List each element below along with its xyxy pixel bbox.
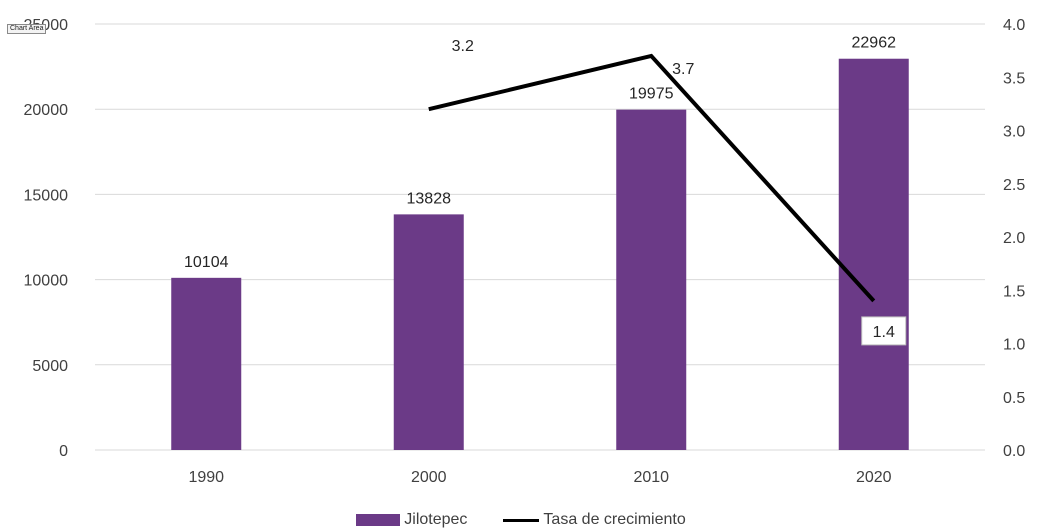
bar-data-label: 10104 — [184, 254, 229, 271]
bar — [838, 58, 909, 451]
bar — [616, 109, 687, 450]
bar-data-labels: 10104 13828 19975 22962 — [184, 35, 896, 271]
left-y-axis: 0500010000150002000025000 — [24, 17, 69, 460]
line-data-labels: 3.2 3.7 1.4 — [452, 38, 907, 346]
legend-label-jilotepec: Jilotepec — [404, 511, 468, 528]
bar-series — [171, 58, 909, 451]
left-axis-tick-label: 15000 — [24, 187, 69, 204]
chart-legend: Jilotepec Tasa de crecimiento — [0, 509, 1042, 531]
line-data-label: 1.4 — [873, 324, 895, 341]
legend-item-jilotepec: Jilotepec — [356, 511, 467, 529]
bar-data-label: 22962 — [852, 35, 897, 52]
bar-data-label: 19975 — [629, 86, 674, 103]
legend-swatch-bar — [356, 514, 401, 526]
legend-swatch-line — [503, 518, 540, 522]
right-axis-tick-label: 2.0 — [1003, 230, 1025, 247]
legend-label-tasa: Tasa de crecimiento — [543, 511, 686, 528]
right-axis-tick-label: 2.5 — [1003, 177, 1025, 194]
right-axis-tick-label: 4.0 — [1003, 17, 1025, 34]
x-axis-tick-label: 2010 — [633, 469, 669, 486]
chart-area-tooltip: Chart Area — [7, 24, 47, 34]
x-axis-tick-label: 1990 — [188, 469, 224, 486]
x-axis-tick-label: 2000 — [411, 469, 447, 486]
line-path — [428, 53, 876, 303]
gridlines — [95, 23, 985, 451]
right-axis-tick-label: 3.0 — [1003, 124, 1025, 141]
right-axis-tick-label: 0.0 — [1003, 443, 1025, 460]
right-y-axis: 0.0 0.5 1.0 1.5 2.0 2.5 3.0 3.5 4.0 — [1003, 17, 1025, 460]
left-axis-tick-label: 5000 — [32, 358, 68, 375]
right-axis-tick-label: 3.5 — [1003, 70, 1025, 87]
x-axis-tick-label: 2020 — [856, 469, 892, 486]
right-axis-tick-label: 0.5 — [1003, 390, 1025, 407]
bar-data-label: 13828 — [407, 190, 452, 207]
left-axis-tick-label: 0 — [59, 443, 68, 460]
right-axis-tick-label: 1.0 — [1003, 337, 1025, 354]
bar — [171, 277, 242, 450]
line-data-label: 3.7 — [672, 61, 694, 78]
line-series — [428, 53, 876, 303]
left-axis-tick-label: 10000 — [24, 273, 69, 290]
bar — [393, 214, 464, 450]
left-axis-tick-label: 20000 — [24, 102, 69, 119]
right-axis-tick-label: 1.5 — [1003, 283, 1025, 300]
x-axis: 1990 2000 2010 2020 — [188, 469, 891, 486]
line-data-label-box — [861, 316, 907, 346]
line-data-label: 3.2 — [452, 38, 474, 55]
legend-item-tasa: Tasa de crecimiento — [503, 511, 686, 529]
